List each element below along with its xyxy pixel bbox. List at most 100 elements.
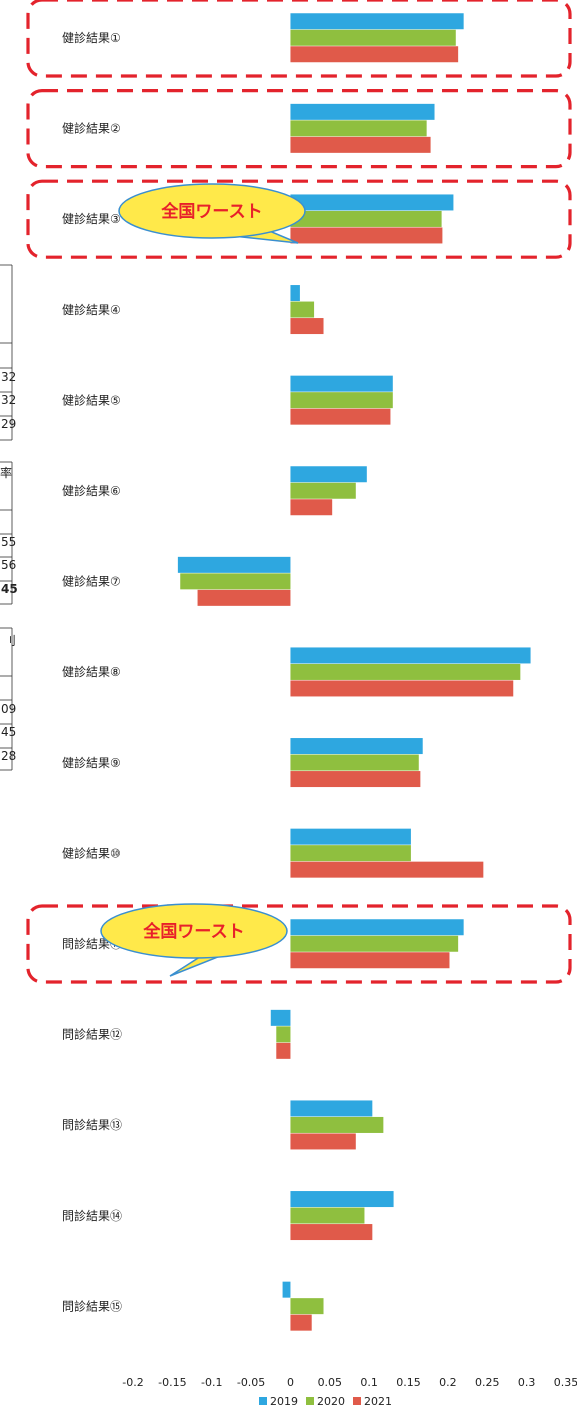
bar-2020-5 bbox=[290, 392, 393, 409]
category-label-12: 問診結果⑫ bbox=[62, 1027, 122, 1042]
left-table-fragments: 32 32 29 率 55 56 45 刂 09 45 28 bbox=[0, 264, 18, 771]
bar-2021-6 bbox=[290, 499, 333, 516]
category-label-6: 健診結果⑥ bbox=[62, 483, 121, 498]
bar-2021-10 bbox=[290, 861, 484, 878]
bar-2019-4 bbox=[290, 285, 300, 302]
legend-label-2019: 2019 bbox=[270, 1395, 298, 1408]
bar-2020-8 bbox=[290, 663, 521, 680]
table-fragment: 45 bbox=[1, 582, 18, 596]
category-label-4: 健診結果④ bbox=[62, 302, 121, 317]
bar-2021-5 bbox=[290, 408, 391, 425]
bar-2021-13 bbox=[290, 1133, 356, 1150]
bar-2019-6 bbox=[290, 466, 367, 483]
bar-2020-2 bbox=[290, 120, 427, 137]
bar-2019-12 bbox=[270, 1009, 291, 1026]
bar-2020-11 bbox=[290, 935, 459, 952]
x-tick-label: 0.1 bbox=[360, 1376, 378, 1389]
category-label-14: 問診結果⑭ bbox=[62, 1208, 122, 1223]
x-tick-label: -0.05 bbox=[237, 1376, 265, 1389]
bar-2021-11 bbox=[290, 952, 450, 969]
bar-2019-8 bbox=[290, 647, 531, 664]
bar-2019-3 bbox=[290, 194, 454, 211]
legend-label-2020: 2020 bbox=[317, 1395, 345, 1408]
bar-2021-14 bbox=[290, 1224, 373, 1241]
table-fragment: 刂 bbox=[4, 634, 16, 648]
bar-2019-13 bbox=[290, 1100, 373, 1117]
x-tick-label: 0.25 bbox=[475, 1376, 500, 1389]
table-fragment: 率 bbox=[0, 465, 12, 480]
category-label-5: 健診結果⑤ bbox=[62, 392, 121, 407]
bars bbox=[177, 13, 531, 1331]
bar-2021-7 bbox=[197, 589, 291, 606]
bar-2020-1 bbox=[290, 29, 456, 46]
x-tick-label: -0.2 bbox=[122, 1376, 143, 1389]
x-tick-label: 0.2 bbox=[439, 1376, 457, 1389]
bar-2021-12 bbox=[276, 1042, 291, 1059]
category-label-7: 健診結果⑦ bbox=[62, 574, 121, 589]
callout-text: 全国ワースト bbox=[160, 201, 262, 222]
x-tick-label: -0.15 bbox=[158, 1376, 186, 1389]
bar-2020-15 bbox=[290, 1298, 324, 1315]
category-label-3: 健診結果③ bbox=[62, 211, 121, 226]
bar-2019-5 bbox=[290, 375, 393, 392]
bar-2019-1 bbox=[290, 13, 464, 30]
x-tick-label: 0 bbox=[287, 1376, 294, 1389]
bar-2019-11 bbox=[290, 919, 464, 936]
bar-2021-9 bbox=[290, 771, 421, 788]
bar-2019-10 bbox=[290, 828, 411, 845]
bar-2019-14 bbox=[290, 1191, 394, 1208]
category-label-13: 問診結果⑬ bbox=[62, 1117, 122, 1132]
legend-swatch-2020 bbox=[306, 1397, 314, 1405]
category-labels: 健診結果① 健診結果② 健診結果③ 健診結果④ 健診結果⑤ 健診結果⑥ 健診結果⑦ 健診結果⑧… bbox=[62, 30, 122, 1313]
bar-2019-2 bbox=[290, 103, 435, 120]
table-fragment: 28 bbox=[1, 749, 16, 763]
category-label-10: 健診結果⑩ bbox=[62, 845, 121, 860]
bar-2020-13 bbox=[290, 1116, 384, 1133]
table-fragment: 32 bbox=[1, 393, 16, 407]
bar-2019-9 bbox=[290, 738, 423, 755]
bar-2021-1 bbox=[290, 46, 459, 63]
table-fragment: 55 bbox=[1, 535, 16, 549]
bar-2020-4 bbox=[290, 301, 315, 318]
callout-worst-1: 全国ワースト bbox=[118, 183, 306, 244]
bar-2020-14 bbox=[290, 1207, 365, 1224]
table-fragment: 09 bbox=[1, 702, 16, 716]
table-fragment: 29 bbox=[1, 417, 16, 431]
x-tick-label: 0.3 bbox=[518, 1376, 536, 1389]
bar-2020-7 bbox=[180, 573, 291, 590]
highlight-box-2 bbox=[26, 88, 572, 169]
table-fragment: 56 bbox=[1, 558, 16, 572]
category-label-9: 健診結果⑨ bbox=[62, 755, 121, 770]
category-label-2: 健診結果② bbox=[62, 121, 121, 136]
x-tick-label: -0.1 bbox=[201, 1376, 222, 1389]
bar-2020-9 bbox=[290, 754, 419, 771]
bar-2020-6 bbox=[290, 482, 356, 499]
bar-2021-3 bbox=[290, 227, 443, 244]
legend-swatch-2019 bbox=[259, 1397, 267, 1405]
legend-label-2021: 2021 bbox=[364, 1395, 392, 1408]
callout-text: 全国ワースト bbox=[142, 921, 244, 942]
callout-worst-2: 全国ワースト bbox=[100, 903, 288, 977]
bar-2020-10 bbox=[290, 845, 411, 862]
table-fragment: 32 bbox=[1, 370, 16, 384]
highlight-box-1 bbox=[26, 0, 572, 78]
legend-swatch-2021 bbox=[353, 1397, 361, 1405]
x-tick-label: 0.15 bbox=[396, 1376, 421, 1389]
bar-2021-8 bbox=[290, 680, 514, 697]
bar-2020-12 bbox=[276, 1026, 291, 1043]
table-fragment: 45 bbox=[1, 725, 16, 739]
x-tick-label: 0.05 bbox=[318, 1376, 343, 1389]
x-tick-label: 0.35 bbox=[554, 1376, 577, 1389]
bar-2020-3 bbox=[290, 210, 442, 227]
category-label-15: 問診結果⑮ bbox=[62, 1298, 122, 1313]
category-label-8: 健診結果⑧ bbox=[62, 664, 121, 679]
bar-2021-15 bbox=[290, 1314, 312, 1331]
highlight-boxes bbox=[26, 0, 572, 984]
bar-2021-4 bbox=[290, 318, 324, 335]
highlight-box-3 bbox=[26, 179, 572, 259]
bar-2019-15 bbox=[282, 1281, 291, 1298]
bar-2019-7 bbox=[177, 556, 291, 573]
highlight-box-11 bbox=[26, 904, 572, 984]
